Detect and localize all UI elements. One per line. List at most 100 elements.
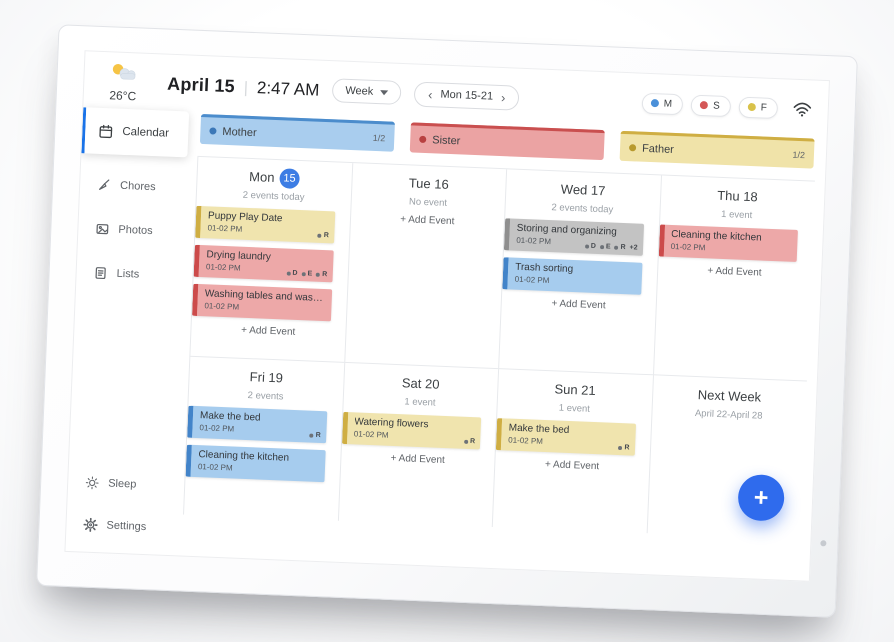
day-name: Sat 20 xyxy=(401,375,440,392)
sidebar-item-chores[interactable]: Chores xyxy=(80,171,197,202)
event-assignees: R xyxy=(309,432,321,439)
day-subtitle: No event xyxy=(408,196,448,209)
sidebar-item-label: Settings xyxy=(106,519,147,534)
member-bar-sister[interactable]: Sister xyxy=(409,122,605,161)
event-chip[interactable]: Make the bed 01-02 PM R xyxy=(187,405,327,444)
next-week-label: Next Week xyxy=(697,387,762,405)
assignee-dot xyxy=(614,245,619,250)
member-bar-progress: 1/2 xyxy=(792,149,806,160)
day-name: Wed 17 xyxy=(560,181,606,199)
event-chip[interactable]: Watering flowers 01-02 PM R xyxy=(341,411,482,450)
day-cell-thu-18: Thu 18 1 event Cleaning the kitchen 01-0… xyxy=(652,175,815,382)
view-selector[interactable]: Week xyxy=(331,78,402,105)
week-range-label: Mon 15-21 xyxy=(440,88,494,103)
day-header: Tue 16 No event xyxy=(351,170,506,211)
sun-cloud-icon xyxy=(106,60,141,89)
next-week-button[interactable]: › xyxy=(500,89,506,105)
member-initial: F xyxy=(760,101,768,114)
lists-icon xyxy=(93,266,108,281)
add-event-button[interactable]: + Add Event xyxy=(240,324,296,338)
sidebar-item-label: Calendar xyxy=(122,125,170,140)
next-week-cell[interactable]: Next Week April 22-April 28 xyxy=(646,375,807,540)
event-assignees: D E R +2 xyxy=(584,242,638,252)
settings-gear-icon xyxy=(83,517,98,533)
day-name: Mon xyxy=(248,168,275,185)
assignee-dot xyxy=(309,433,314,438)
sidebar-item-photos[interactable]: Photos xyxy=(78,215,195,246)
event-assignees: R xyxy=(618,444,630,451)
assignee-dot xyxy=(599,244,604,249)
day-header: Sat 20 1 event xyxy=(343,370,498,411)
member-initial: M xyxy=(663,98,673,110)
assignee-dot xyxy=(301,271,306,276)
add-event-button[interactable]: + Add Event xyxy=(399,214,455,228)
sidebar-item-calendar[interactable]: Calendar xyxy=(81,107,190,158)
app-header: 26°C April 15 | 2:47 AM Week ‹ Mon 15-21… xyxy=(83,51,829,135)
day-subtitle: 2 events today xyxy=(551,202,614,216)
sidebar-item-label: Photos xyxy=(118,223,153,238)
add-event-button[interactable]: + Add Event xyxy=(551,298,606,312)
calendar-icon xyxy=(98,123,114,139)
member-bar-father[interactable]: Father 1/2 xyxy=(619,130,815,169)
event-chip[interactable]: Cleaning the kitchen 01-02 PM xyxy=(658,224,798,262)
day-name: Fri 19 xyxy=(249,369,284,386)
day-header: Thu 18 1 event xyxy=(660,182,815,223)
member-bar-mother[interactable]: Mother 1/2 xyxy=(199,113,395,152)
main-panel: Mother 1/2 Sister Father 1/2 xyxy=(181,110,826,581)
day-header: Mon 15 2 events today xyxy=(197,164,352,205)
member-dot xyxy=(419,135,427,144)
member-bar-name: Father xyxy=(641,142,675,156)
event-chip[interactable]: Puppy Play Date 01-02 PM R xyxy=(195,205,335,244)
day-header: Next Week April 22-April 28 xyxy=(652,382,807,423)
day-cell-sat-20: Sat 20 1 event Watering flowers 01-02 PM… xyxy=(337,362,499,527)
day-cell-fri-19: Fri 19 2 events Make the bed 01-02 PM R xyxy=(183,356,344,521)
smart-frame-device: 26°C April 15 | 2:47 AM Week ‹ Mon 15-21… xyxy=(36,24,858,618)
event-chip[interactable]: Cleaning the kitchen 01-02 PM xyxy=(185,444,326,483)
add-event-button[interactable]: + Add Event xyxy=(544,459,600,473)
day-header: Fri 19 2 events xyxy=(189,364,344,405)
assignee-dot xyxy=(286,271,291,276)
day-subtitle: 1 event xyxy=(404,396,436,409)
member-dot xyxy=(650,99,659,108)
calendar-app: 26°C April 15 | 2:47 AM Week ‹ Mon 15-21… xyxy=(65,51,828,580)
sleep-icon xyxy=(85,476,100,491)
day-cell-wed-17: Wed 17 2 events today Storing and organi… xyxy=(498,169,661,376)
event-chip[interactable]: Washing tables and washing… 01-02 PM xyxy=(192,283,332,322)
sidebar-item-sleep[interactable]: Sleep xyxy=(68,469,185,500)
event-chip[interactable]: Drying laundry 01-02 PM D E R xyxy=(193,244,334,283)
add-event-button[interactable]: + Add Event xyxy=(390,452,445,467)
event-chip[interactable]: Trash sorting 01-02 PM xyxy=(502,257,642,295)
sidebar: Calendar Chores xyxy=(65,105,199,555)
day-header: Wed 17 2 events today xyxy=(505,176,660,217)
assignee-dot xyxy=(317,233,322,238)
prev-week-button[interactable]: ‹ xyxy=(427,86,433,102)
assignee-dot xyxy=(618,445,623,450)
sidebar-item-label: Sleep xyxy=(107,477,137,491)
event-chip[interactable]: Storing and organizing 01-02 PM D E R +2 xyxy=(503,218,644,256)
member-dot xyxy=(747,102,756,112)
next-week-range: April 22-April 28 xyxy=(694,408,763,422)
current-date: April 15 xyxy=(166,73,236,96)
member-chip-mother[interactable]: M xyxy=(641,92,684,115)
sidebar-item-lists[interactable]: Lists xyxy=(76,259,193,290)
sidebar-item-label: Chores xyxy=(119,179,156,194)
wifi-icon xyxy=(792,101,812,117)
member-bar-name: Mother xyxy=(222,125,257,139)
power-sensor-dot xyxy=(820,540,827,547)
day-subtitle: 2 events xyxy=(247,390,284,403)
member-bar-name: Sister xyxy=(432,133,461,147)
sidebar-bottom-group: Sleep xyxy=(65,453,185,556)
weather-widget: 26°C xyxy=(92,60,156,104)
day-subtitle: 1 event xyxy=(720,208,753,222)
event-chip[interactable]: Make the bed 01-02 PM R xyxy=(495,418,636,456)
today-date-badge: 15 xyxy=(279,167,300,189)
member-chip-sister[interactable]: S xyxy=(690,94,732,117)
add-event-button[interactable]: + Add Event xyxy=(707,265,762,279)
week-grid: Mon 15 2 events today Puppy Play Date 01… xyxy=(183,155,815,540)
member-dot xyxy=(209,127,217,135)
member-chip-father[interactable]: F xyxy=(738,96,779,119)
sidebar-item-settings[interactable]: Settings xyxy=(66,511,183,542)
member-bar-progress: 1/2 xyxy=(372,132,386,143)
assignee-dot xyxy=(464,439,469,444)
view-selector-label: Week xyxy=(345,84,374,98)
